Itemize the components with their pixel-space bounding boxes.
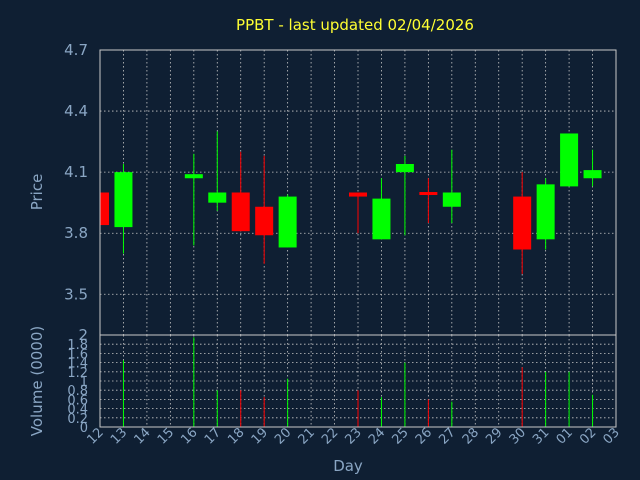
price-grid (100, 50, 616, 335)
volume-y-tick-label: 0.8 (67, 384, 88, 399)
x-tick-label: 19 (249, 425, 271, 447)
x-tick-label: 30 (507, 425, 529, 447)
candle-body (184, 174, 203, 179)
x-tick-label: 02 (577, 425, 599, 447)
candle-body (419, 192, 438, 196)
price-candles (99, 131, 602, 274)
volume-y-tick-label: 1.4 (67, 357, 88, 372)
candle-body (536, 184, 555, 240)
candle-body (349, 192, 367, 197)
candle-body (560, 133, 579, 187)
volume-y-tick-label: 1 (80, 375, 88, 390)
x-ticks: 12 13 14 15 16 17 18 19 20 21 22 23 24 25 26 27 28 29 30 31… (85, 425, 623, 447)
x-tick-label: 27 (436, 425, 458, 447)
price-y-ticks: 3.5 3.8 4.1 4.4 4.7 (64, 41, 88, 303)
price-y-tick-label: 3.5 (64, 285, 88, 303)
candle-body (114, 172, 133, 228)
volume-y-tick-label: 0.4 (67, 403, 88, 418)
x-tick-label: 13 (108, 425, 130, 447)
x-tick-label: 20 (272, 425, 294, 447)
x-tick-label: 31 (530, 425, 552, 447)
x-tick-label: 17 (202, 425, 224, 447)
y-axis-label-price: Price (28, 174, 46, 211)
x-tick-label: 22 (319, 425, 341, 447)
volume-y-tick-label: 1.6 (67, 347, 88, 362)
volume-y-tick-label: 1.2 (67, 366, 88, 381)
x-tick-label: 21 (296, 425, 318, 447)
x-tick-label: 15 (155, 425, 177, 447)
x-tick-label: 16 (178, 425, 200, 447)
price-panel: 3.5 3.8 4.1 4.4 4.7 (64, 41, 617, 336)
candle-body (372, 198, 391, 240)
volume-y-tick-label: 2 (78, 326, 88, 344)
volume-frame (99, 334, 617, 428)
price-y-tick-label: 4.4 (64, 102, 88, 120)
volume-y-tick-label: 0.2 (67, 412, 88, 427)
candle-body (513, 196, 532, 250)
chart-title: PPBT - last updated 02/04/2026 (236, 16, 474, 34)
volume-y-ticks: 00.20.40.60.811.21.41.61.82 (67, 326, 88, 436)
x-tick-label: 14 (131, 425, 153, 447)
y-axis-label-volume: Volume (0000) (28, 326, 46, 436)
volume-y-tick-label: 0.6 (67, 393, 88, 408)
candle-body (255, 206, 274, 236)
x-tick-label: 23 (343, 425, 365, 447)
x-axis-label: Day (333, 457, 363, 475)
candle-body (583, 170, 602, 179)
candle-body (395, 164, 414, 173)
price-y-tick-label: 4.7 (64, 41, 88, 59)
candle-body (208, 192, 227, 203)
x-tick-label: 25 (389, 425, 411, 447)
candle-body (100, 192, 109, 226)
price-y-tick-label: 4.1 (64, 163, 88, 181)
volume-panel: 00.20.40.60.811.21.41.61.82 (67, 326, 617, 436)
x-tick-label: 03 (601, 425, 623, 447)
x-tick-label: 01 (554, 425, 576, 447)
x-tick-label: 26 (413, 425, 435, 447)
volume-y-tick-label: 0 (80, 421, 88, 436)
volume-y-tick-label: 1.8 (67, 338, 88, 353)
price-y-tick-label: 3.8 (64, 224, 88, 242)
candle-body (442, 192, 461, 207)
candle-body (278, 196, 297, 248)
x-tick-label: 28 (460, 425, 482, 447)
x-tick-label: 29 (483, 425, 505, 447)
x-tick-label: 18 (225, 425, 247, 447)
x-tick-label: 24 (366, 425, 388, 447)
volume-bars (122, 337, 594, 427)
candle-body (231, 192, 250, 232)
